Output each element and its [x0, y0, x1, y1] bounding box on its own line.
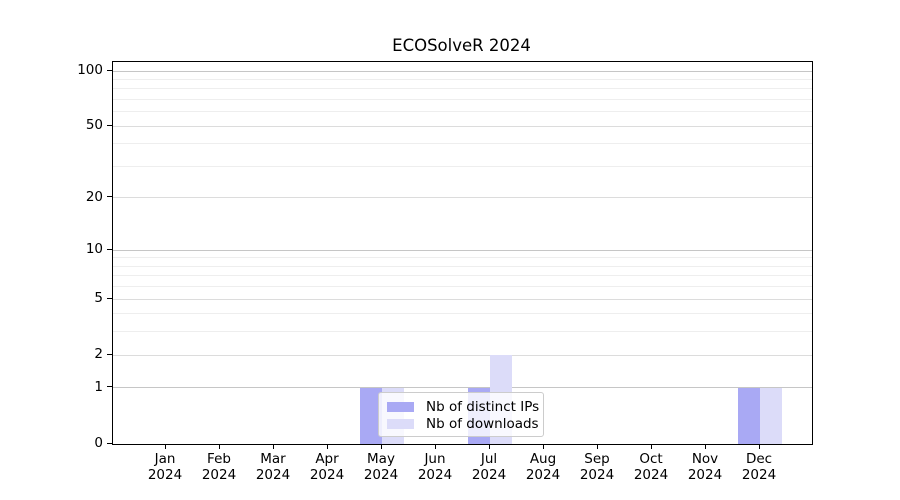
x-tick-label-jun: Jun 2024	[417, 451, 453, 483]
gridline-30	[113, 166, 812, 167]
gridline-8	[113, 265, 812, 267]
x-tick-label-nov: Nov 2024	[687, 451, 723, 483]
x-tick-label-mar: Mar 2024	[255, 451, 291, 483]
y-tick-label-20: 20	[85, 188, 103, 205]
gridline-100	[113, 70, 812, 72]
x-tick-label-oct: Oct 2024	[633, 451, 669, 483]
legend: Nb of distinct IPs Nb of downloads	[378, 392, 544, 437]
legend-swatch-downloads	[387, 418, 414, 429]
y-tick-label-2: 2	[94, 346, 103, 363]
x-tick-sep	[596, 445, 598, 449]
gridline-3	[113, 331, 812, 333]
x-tick-label-jan: Jan 2024	[147, 451, 183, 483]
x-tick-label-aug: Aug 2024	[525, 451, 561, 483]
y-tick-2	[107, 353, 112, 355]
x-tick-label-jul: Jul 2024	[471, 451, 507, 483]
y-tick-1	[107, 386, 112, 388]
x-tick-label-sep: Sep 2024	[579, 451, 615, 483]
y-tick-0	[107, 442, 112, 444]
y-tick-label-10: 10	[85, 241, 103, 258]
legend-item-distinct-ips: Nb of distinct IPs	[387, 398, 539, 415]
gridline-4	[113, 313, 812, 315]
y-tick-50	[107, 124, 112, 126]
x-tick-feb	[218, 445, 220, 449]
x-tick-aug	[542, 445, 544, 449]
x-tick-jun	[434, 445, 436, 449]
x-tick-label-feb: Feb 2024	[201, 451, 237, 483]
bar-distinct-ips-dec	[738, 387, 760, 444]
y-tick-100	[107, 69, 112, 71]
gridline-6	[113, 286, 812, 288]
x-tick-oct	[650, 445, 652, 449]
y-tick-5	[107, 297, 112, 299]
y-tick-10	[107, 248, 112, 250]
chart-title: ECOSolveR 2024	[392, 36, 531, 55]
x-tick-dec	[758, 445, 760, 449]
legend-label-distinct-ips: Nb of distinct IPs	[426, 398, 540, 415]
x-tick-label-may: May 2024	[363, 451, 399, 483]
y-tick-label-5: 5	[94, 290, 103, 307]
gridline-2	[113, 354, 812, 356]
legend-swatch-distinct-ips	[387, 401, 414, 412]
gridline-7	[113, 275, 812, 277]
x-tick-nov	[704, 445, 706, 449]
gridline-9	[113, 257, 812, 259]
gridline-60	[113, 111, 812, 113]
y-tick-label-50: 50	[85, 117, 103, 134]
x-tick-label-apr: Apr 2024	[309, 451, 345, 483]
bar-downloads-dec	[760, 387, 782, 444]
x-tick-mar	[272, 445, 274, 449]
gridline-50	[113, 125, 812, 127]
x-tick-may	[380, 445, 382, 449]
gridline-20	[113, 197, 812, 199]
y-tick-label-0: 0	[94, 435, 103, 451]
gridline-80	[113, 88, 812, 90]
y-tick-label-1: 1	[94, 378, 103, 395]
gridline-1	[113, 387, 812, 389]
x-tick-apr	[326, 445, 328, 449]
bar-distinct-ips-may	[360, 387, 382, 444]
y-tick-20	[107, 196, 112, 198]
gridline-5	[113, 298, 812, 300]
plot-area	[112, 61, 813, 445]
legend-item-downloads: Nb of downloads	[387, 415, 539, 432]
x-tick-jan	[164, 445, 166, 449]
x-tick-label-dec: Dec 2024	[741, 451, 777, 483]
x-tick-jul	[488, 445, 490, 449]
gridline-10	[113, 249, 812, 251]
gridline-40	[113, 143, 812, 145]
gridline-70	[113, 99, 812, 101]
y-tick-label-100: 100	[77, 62, 103, 79]
legend-label-downloads: Nb of downloads	[426, 415, 539, 432]
gridline-90	[113, 78, 812, 80]
